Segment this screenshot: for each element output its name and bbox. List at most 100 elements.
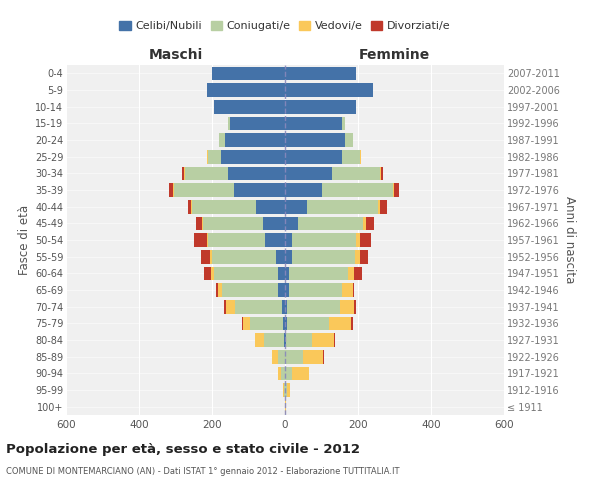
Bar [332, 166, 380, 180]
Bar [285, 183, 322, 197]
Bar [381, 166, 383, 180]
Bar [211, 266, 214, 280]
Bar [221, 150, 285, 164]
Bar [224, 300, 226, 314]
Bar [203, 266, 211, 280]
Bar [169, 183, 173, 197]
Bar [292, 250, 355, 264]
Bar [220, 133, 225, 147]
Bar [285, 200, 307, 213]
Bar [348, 266, 355, 280]
Bar [272, 350, 278, 364]
Bar [378, 200, 380, 213]
Bar [341, 150, 360, 164]
Bar [265, 233, 285, 247]
Text: Femmine: Femmine [359, 48, 430, 62]
Bar [203, 216, 263, 230]
Bar [278, 266, 285, 280]
Bar [208, 150, 221, 164]
Bar [355, 250, 360, 264]
Bar [276, 250, 285, 264]
Bar [285, 83, 373, 97]
Bar [285, 100, 356, 114]
Bar [287, 383, 290, 397]
Bar [230, 116, 285, 130]
Bar [285, 333, 286, 347]
Bar [285, 133, 345, 147]
Bar [182, 166, 184, 180]
Bar [194, 233, 207, 247]
Bar [340, 300, 355, 314]
Bar [355, 300, 356, 314]
Bar [350, 316, 353, 330]
Bar [210, 250, 212, 264]
Bar [214, 100, 285, 114]
Bar [285, 216, 298, 230]
Bar [242, 316, 243, 330]
Bar [285, 266, 289, 280]
Bar [206, 83, 285, 97]
Bar [311, 333, 334, 347]
Y-axis label: Fasce di età: Fasce di età [17, 205, 31, 275]
Bar [278, 366, 281, 380]
Bar [217, 283, 218, 297]
Bar [323, 350, 324, 364]
Bar [360, 250, 368, 264]
Bar [188, 200, 191, 213]
Bar [285, 66, 356, 80]
Bar [185, 166, 229, 180]
Bar [208, 233, 265, 247]
Bar [285, 350, 303, 364]
Bar [250, 316, 283, 330]
Bar [285, 316, 287, 330]
Bar [283, 316, 285, 330]
Bar [284, 383, 285, 397]
Bar [207, 233, 208, 247]
Bar [292, 366, 309, 380]
Text: COMUNE DI MONTEMARCIANO (AN) - Dati ISTAT 1° gennaio 2012 - Elaborazione TUTTITA: COMUNE DI MONTEMARCIANO (AN) - Dati ISTA… [6, 468, 400, 476]
Text: Popolazione per età, sesso e stato civile - 2012: Popolazione per età, sesso e stato civil… [6, 442, 360, 456]
Bar [380, 166, 381, 180]
Bar [284, 333, 285, 347]
Bar [355, 266, 362, 280]
Bar [243, 316, 250, 330]
Bar [191, 200, 192, 213]
Bar [298, 216, 364, 230]
Bar [214, 266, 278, 280]
Bar [285, 300, 287, 314]
Bar [255, 333, 264, 347]
Bar [322, 183, 392, 197]
Y-axis label: Anni di nascita: Anni di nascita [563, 196, 577, 284]
Bar [212, 66, 285, 80]
Bar [285, 366, 292, 380]
Bar [353, 283, 355, 297]
Bar [281, 366, 285, 380]
Bar [392, 183, 394, 197]
Bar [263, 216, 285, 230]
Bar [212, 250, 276, 264]
Bar [173, 183, 234, 197]
Bar [292, 233, 356, 247]
Bar [222, 283, 278, 297]
Bar [287, 300, 340, 314]
Bar [289, 283, 341, 297]
Bar [202, 216, 203, 230]
Bar [380, 200, 387, 213]
Bar [278, 283, 285, 297]
Bar [184, 166, 185, 180]
Bar [234, 183, 285, 197]
Bar [278, 350, 285, 364]
Bar [334, 333, 335, 347]
Bar [285, 283, 289, 297]
Bar [207, 150, 208, 164]
Bar [307, 200, 378, 213]
Bar [285, 250, 292, 264]
Bar [226, 300, 235, 314]
Bar [229, 116, 230, 130]
Bar [225, 133, 285, 147]
Bar [283, 383, 284, 397]
Bar [201, 250, 210, 264]
Bar [235, 300, 282, 314]
Bar [285, 150, 341, 164]
Bar [218, 283, 222, 297]
